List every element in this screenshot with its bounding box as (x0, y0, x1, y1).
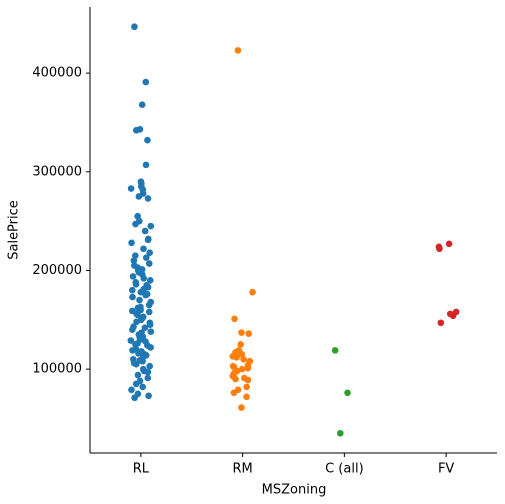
x-tick-label: FV (438, 462, 454, 477)
point (249, 288, 256, 296)
point (147, 328, 155, 335)
point (145, 260, 153, 267)
point (141, 324, 149, 331)
point (437, 319, 445, 327)
point (231, 315, 238, 323)
point (144, 368, 152, 376)
point (145, 301, 153, 309)
point (243, 383, 250, 391)
point (127, 337, 135, 344)
point (139, 383, 146, 391)
point (140, 275, 148, 282)
point (243, 393, 250, 401)
point (133, 318, 140, 326)
y-tick-label: 100000 (32, 362, 82, 377)
point (449, 312, 457, 320)
point (244, 376, 252, 384)
point (136, 296, 143, 304)
point (132, 127, 140, 134)
point (147, 344, 154, 351)
point (445, 240, 453, 248)
point (230, 389, 238, 397)
point (135, 193, 143, 200)
point (142, 291, 150, 299)
point (132, 341, 139, 348)
point (144, 195, 152, 202)
point (145, 392, 152, 400)
point (146, 321, 154, 329)
point (232, 375, 239, 383)
point (336, 429, 344, 437)
point (142, 78, 150, 86)
point (234, 47, 242, 54)
point (132, 220, 139, 228)
point (129, 273, 137, 280)
x-tick-label: RM (233, 462, 253, 477)
point (331, 347, 339, 354)
point (140, 245, 147, 253)
point (138, 101, 146, 108)
point (135, 350, 142, 357)
point (131, 394, 138, 402)
y-axis-label: SalePrice (7, 200, 22, 260)
point (129, 286, 136, 294)
point (132, 360, 140, 368)
point (144, 374, 152, 382)
point (240, 355, 247, 363)
point (244, 364, 252, 372)
point (237, 341, 245, 348)
x-axis-label: MSZoning (262, 483, 327, 498)
point (146, 277, 154, 284)
x-tick-label: C (all) (325, 462, 364, 477)
point (134, 311, 141, 319)
point (141, 227, 149, 235)
x-tick-label: RL (133, 462, 150, 477)
point (238, 329, 245, 336)
point (145, 308, 153, 316)
point (144, 236, 152, 244)
point (233, 353, 240, 361)
y-tick-label: 300000 (32, 164, 82, 179)
point (139, 357, 146, 365)
point (129, 326, 136, 333)
point (146, 362, 154, 370)
point (129, 293, 136, 301)
point (131, 23, 138, 31)
point (128, 386, 135, 394)
point (130, 257, 138, 264)
point (238, 365, 246, 373)
point (147, 222, 155, 230)
point (344, 389, 351, 397)
point (134, 371, 142, 379)
point (142, 254, 150, 261)
point (436, 245, 443, 253)
point (128, 239, 135, 247)
point (127, 185, 135, 192)
point (129, 347, 136, 354)
point (132, 380, 140, 388)
point (238, 404, 245, 411)
y-tick-label: 400000 (32, 66, 82, 81)
point (137, 288, 145, 296)
point (132, 280, 140, 288)
point (142, 161, 150, 169)
point (146, 249, 153, 256)
point (245, 330, 253, 337)
point (144, 136, 151, 144)
y-tick-label: 200000 (32, 263, 82, 278)
